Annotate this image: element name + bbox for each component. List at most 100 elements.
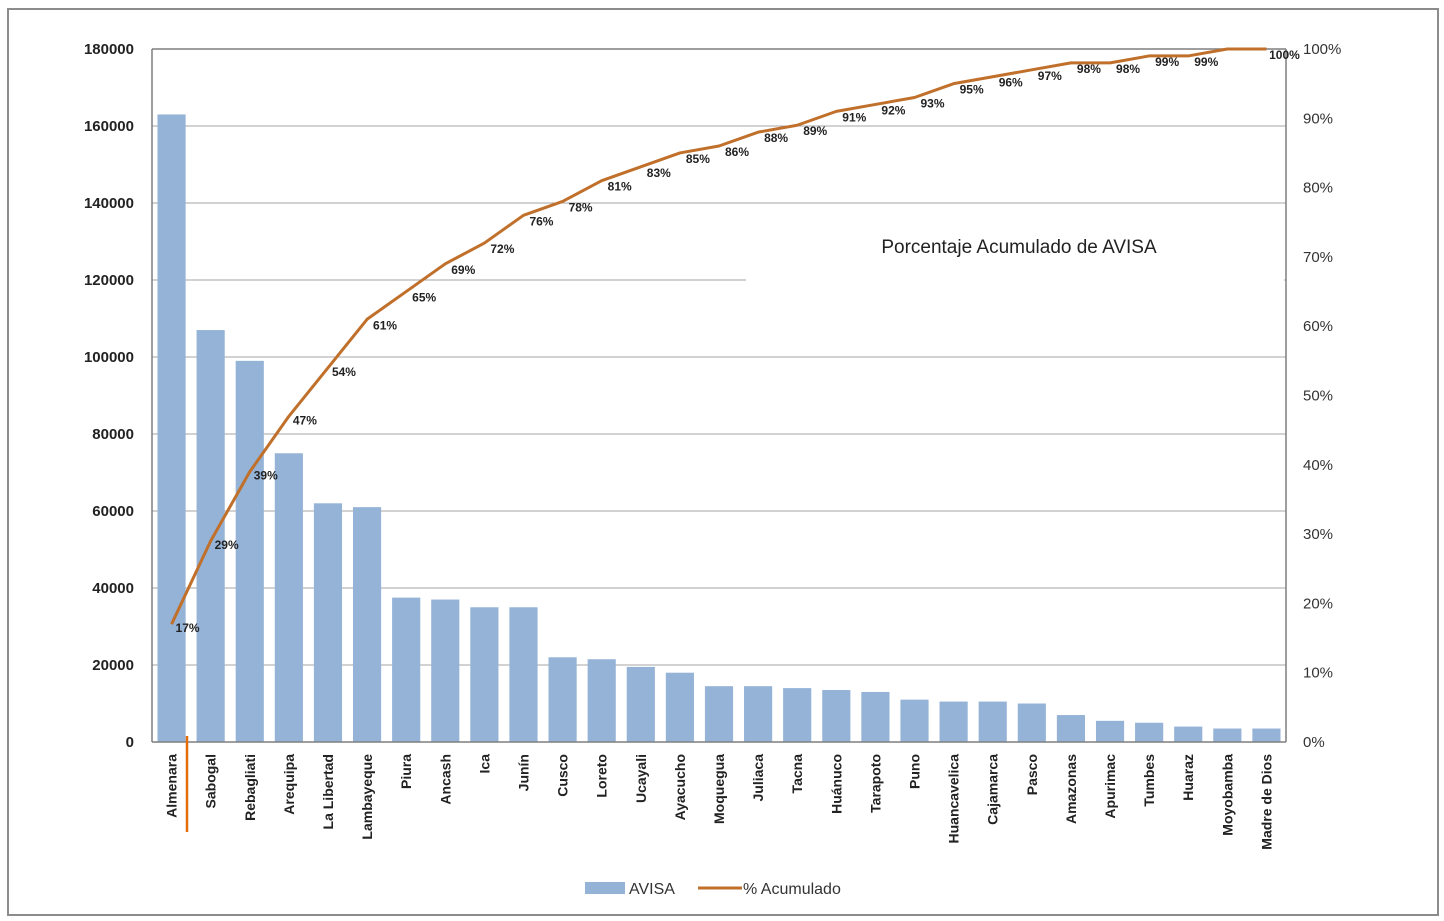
point-label: 81%	[608, 180, 632, 194]
point-label: 88%	[764, 131, 788, 145]
category-label: Rebagliati	[242, 754, 258, 821]
point-label: 95%	[960, 83, 984, 97]
category-label: Almenara	[164, 754, 180, 818]
point-label: 92%	[881, 103, 905, 117]
bar	[235, 360, 264, 742]
category-label: Puno	[907, 754, 923, 789]
point-label: 100%	[1269, 48, 1300, 62]
point-label: 47%	[293, 413, 317, 427]
bar	[626, 666, 655, 742]
left-tick-label: 120000	[84, 272, 134, 289]
legend-label-acumulado: % Acumulado	[743, 881, 841, 898]
bar	[978, 701, 1007, 742]
bar	[861, 691, 890, 742]
right-tick-label: 60%	[1303, 318, 1333, 335]
bar	[665, 672, 694, 742]
point-label: 72%	[490, 242, 514, 256]
left-tick-label: 100000	[84, 349, 134, 366]
left-axis-ticks: 0 20000 40000 60000 80000 100000 120000 140000 1…	[84, 41, 134, 751]
category-label: Arequipa	[281, 754, 297, 815]
category-label: Pasco	[1024, 754, 1040, 795]
bar	[822, 690, 851, 742]
point-label: 96%	[999, 76, 1023, 90]
category-label: Ucayali	[633, 754, 649, 803]
bar	[470, 607, 499, 742]
category-label: Madre de Dios	[1258, 754, 1274, 850]
bar	[1252, 728, 1281, 742]
legend-swatch-avisa	[585, 882, 625, 894]
bar	[431, 599, 460, 742]
right-tick-label: 10%	[1303, 665, 1333, 682]
category-label: Tumbes	[1141, 754, 1157, 807]
point-label: 97%	[1038, 69, 1062, 83]
category-label: Huaraz	[1180, 754, 1196, 801]
category-label: Huánuco	[828, 754, 844, 814]
category-label: Juliaca	[750, 754, 766, 802]
category-label: Huancavelica	[946, 754, 962, 844]
point-label: 98%	[1077, 62, 1101, 76]
right-tick-label: 90%	[1303, 110, 1333, 127]
category-label: Sabogal	[203, 754, 219, 808]
left-tick-label: 0	[126, 734, 134, 751]
left-tick-label: 160000	[84, 118, 134, 135]
bar	[509, 607, 538, 742]
point-label: 69%	[451, 263, 475, 277]
bar	[352, 507, 382, 742]
bar	[744, 686, 773, 742]
bar	[548, 657, 577, 742]
category-label: Moyobamba	[1219, 754, 1235, 836]
point-label: 85%	[686, 152, 710, 166]
category-label: Ancash	[437, 754, 453, 805]
category-label: Amazonas	[1063, 754, 1079, 824]
category-label: Piura	[398, 754, 414, 789]
point-label: 86%	[725, 145, 749, 159]
cumulative-line	[170, 47, 1267, 625]
bar	[1135, 722, 1164, 742]
point-label: 93%	[921, 97, 945, 111]
right-axis-ticks: 0% 10% 20% 30% 40% 50% 60% 70% 80% 90% 100%	[1303, 41, 1341, 751]
point-label: 91%	[842, 110, 866, 124]
point-label: 76%	[529, 214, 553, 228]
left-tick-label: 40000	[92, 580, 134, 597]
bar	[939, 701, 968, 742]
bar	[704, 686, 734, 742]
bar	[1056, 715, 1086, 742]
category-label: Apurimac	[1102, 754, 1118, 819]
category-label: La Libertad	[320, 754, 336, 829]
bar	[313, 503, 343, 742]
category-label: Loreto	[594, 754, 610, 798]
category-label: Junín	[515, 754, 531, 791]
point-label: 29%	[215, 538, 239, 552]
bar	[157, 114, 186, 742]
axes	[151, 48, 1287, 743]
legend: AVISA % Acumulado	[585, 881, 841, 898]
category-label: Tarapoto	[867, 754, 883, 813]
left-tick-label: 140000	[84, 195, 134, 212]
point-label: 39%	[254, 469, 278, 483]
legend-label-avisa: AVISA	[629, 881, 675, 898]
category-label: Lambayeque	[359, 754, 375, 840]
left-tick-label: 180000	[84, 41, 134, 58]
point-label: 83%	[647, 166, 671, 180]
category-axis-ticks: Almenara Sabogal Rebagliati Arequipa La Libe…	[164, 754, 1275, 850]
right-tick-label: 70%	[1303, 249, 1333, 266]
bar	[1017, 703, 1046, 742]
category-label: Cajamarca	[985, 754, 1001, 825]
bar	[1174, 726, 1203, 742]
right-tick-label: 80%	[1303, 180, 1333, 197]
point-label: 61%	[373, 318, 397, 332]
point-label: 98%	[1116, 62, 1140, 76]
right-tick-label: 30%	[1303, 526, 1333, 543]
left-tick-label: 20000	[92, 657, 134, 674]
bar	[1213, 728, 1242, 742]
left-tick-label: 60000	[92, 503, 134, 520]
left-tick-label: 80000	[92, 426, 134, 443]
category-label: Ica	[476, 754, 492, 774]
category-label: Ayacucho	[672, 754, 688, 820]
right-tick-label: 50%	[1303, 388, 1333, 405]
point-label: 99%	[1155, 55, 1179, 69]
bar	[274, 453, 303, 742]
bar	[587, 659, 616, 742]
right-tick-label: 40%	[1303, 457, 1333, 474]
